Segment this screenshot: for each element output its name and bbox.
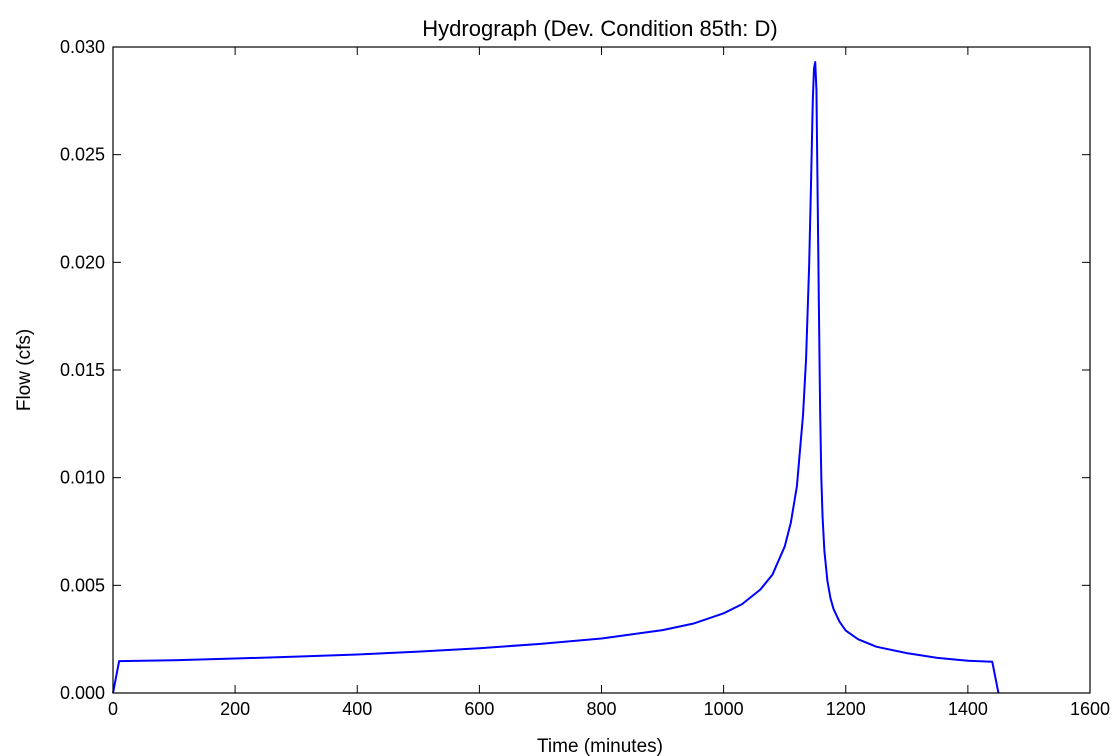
series-line-0: [112, 61, 1000, 694]
x-tick-label: 200: [220, 699, 250, 719]
x-tick-label: 1600: [1070, 699, 1110, 719]
x-tick-label: 1200: [826, 699, 866, 719]
x-tick-label: 400: [342, 699, 372, 719]
x-tick-label: 1400: [948, 699, 988, 719]
x-tick-label: 1000: [704, 699, 744, 719]
y-tick-label: 0.010: [60, 468, 105, 488]
y-axis-label: Flow (cfs): [14, 329, 35, 411]
y-tick-label: 0.005: [60, 575, 105, 595]
x-tick-label: 0: [108, 699, 118, 719]
chart-title: Hydrograph (Dev. Condition 85th: D): [422, 16, 777, 41]
x-tick-label: 800: [586, 699, 616, 719]
y-tick-label: 0.015: [60, 360, 105, 380]
x-axis-label: Time (minutes): [537, 736, 663, 756]
y-tick-label: 0.030: [60, 37, 105, 57]
plot-area: 0 200 400 600 800 1000 1200 1400 1600 0.000 0.005 0…: [60, 37, 1110, 719]
y-tick-label: 0.025: [60, 145, 105, 165]
y-tick-label: 0.020: [60, 252, 105, 272]
y-tick-label: 0.000: [60, 683, 105, 703]
x-tick-label: 600: [464, 699, 494, 719]
plot-frame: [112, 46, 1091, 694]
